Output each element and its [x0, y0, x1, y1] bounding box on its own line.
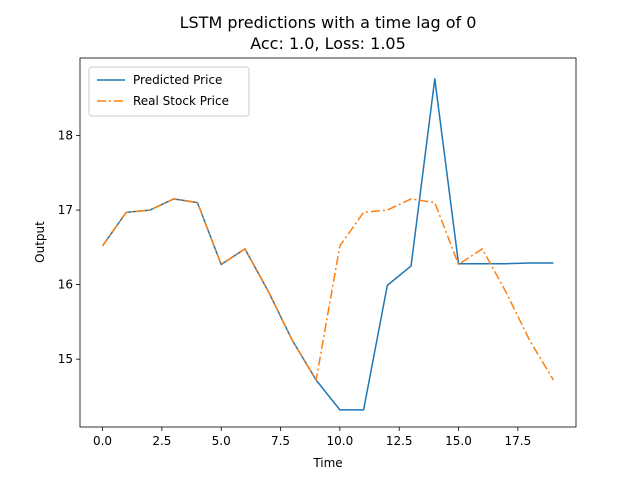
- x-tick-label: 0.0: [93, 434, 112, 448]
- legend-label-predicted-price: Predicted Price: [133, 73, 222, 87]
- y-tick-label: 18: [58, 129, 73, 143]
- legend-label-real-stock-price: Real Stock Price: [133, 94, 229, 108]
- x-tick-label: 12.5: [386, 434, 413, 448]
- x-axis-ticks: 0.0 2.5 5.0 7.5 10.0 12.5 15.0 17.5: [93, 427, 531, 448]
- series-line-real-stock-price: [101, 198, 555, 381]
- x-tick-label: 15.0: [445, 434, 472, 448]
- x-tick-label: 10.0: [327, 434, 354, 448]
- y-axis-label: Output: [33, 221, 47, 263]
- chart-title: LSTM predictions with a time lag of 0: [180, 13, 477, 32]
- plot-frame: [79, 57, 577, 428]
- x-tick-label: 7.5: [271, 434, 290, 448]
- y-tick-label: 17: [58, 203, 73, 217]
- series-line-predicted-price: [101, 78, 554, 411]
- y-tick-label: 15: [58, 352, 73, 366]
- legend: Predicted Price Real Stock Price: [88, 66, 250, 117]
- y-axis-ticks: 15 16 17 18: [58, 129, 80, 366]
- x-tick-label: 5.0: [212, 434, 231, 448]
- x-axis-label: Time: [312, 456, 342, 470]
- x-tick-label: 2.5: [152, 434, 171, 448]
- chart-subtitle: Acc: 1.0, Loss: 1.05: [250, 34, 406, 53]
- plot-area: [80, 58, 576, 427]
- legend-box: [88, 66, 250, 117]
- y-tick-label: 16: [58, 278, 73, 292]
- series-layer: [101, 78, 555, 411]
- x-tick-label: 17.5: [504, 434, 531, 448]
